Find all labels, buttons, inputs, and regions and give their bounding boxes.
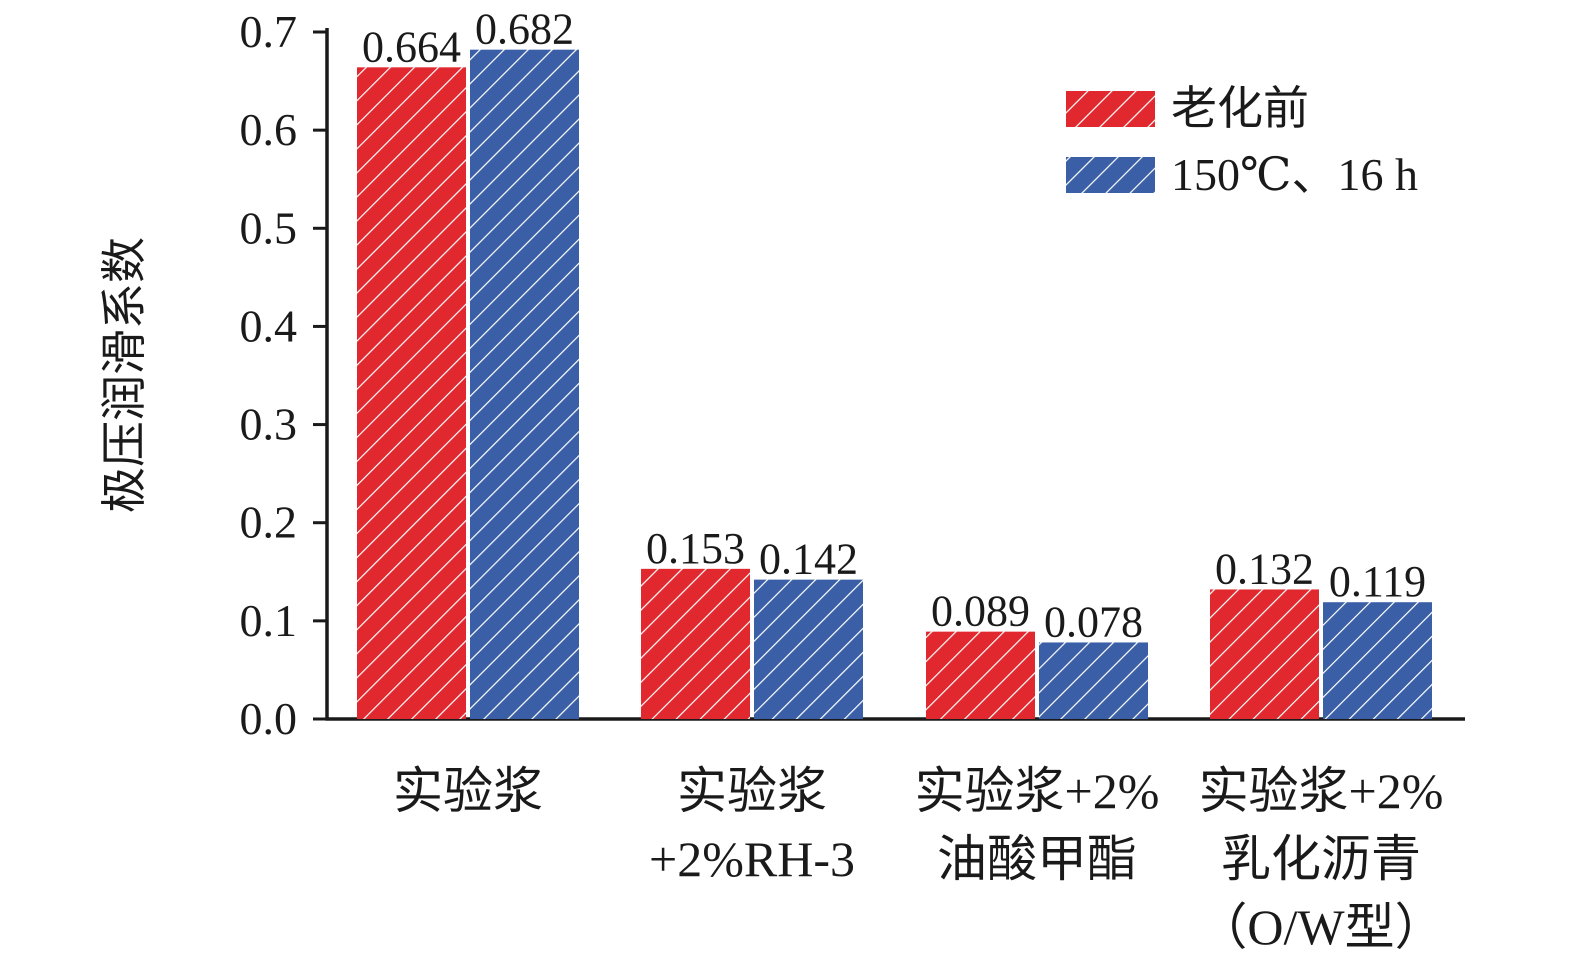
y-tick-label: 0.2 xyxy=(240,497,298,548)
bar-before-aging-0 xyxy=(357,67,466,720)
bars xyxy=(357,49,1432,720)
legend: 老化前 150℃、16 h xyxy=(1066,83,1418,200)
bar-before-aging-2 xyxy=(926,631,1035,719)
bar-after-aging-2 xyxy=(1039,642,1148,719)
category-label: 实验浆 xyxy=(677,763,827,819)
category-label: 实验浆 xyxy=(393,763,543,819)
axes: 0.0 0.1 0.2 0.3 0.4 0.5 0.6 0.7 极压润滑系数 xyxy=(99,6,1465,744)
data-label: 0.119 xyxy=(1329,557,1426,606)
category-label: 实验浆+2% xyxy=(915,763,1160,819)
category-label: 油酸甲酯 xyxy=(937,831,1137,887)
legend-label: 老化前 xyxy=(1171,83,1309,134)
data-label: 0.078 xyxy=(1044,597,1143,646)
bar-after-aging-0 xyxy=(470,49,579,720)
y-tick-label: 0.4 xyxy=(240,300,298,351)
y-tick-label: 0.0 xyxy=(240,693,298,744)
data-label: 0.682 xyxy=(475,5,574,54)
data-label: 0.664 xyxy=(362,22,461,71)
category-label: 实验浆+2% xyxy=(1199,763,1444,819)
legend-swatch xyxy=(1066,91,1155,127)
y-tick-label: 0.5 xyxy=(240,202,298,253)
y-axis-label: 极压润滑系数 xyxy=(99,237,150,513)
y-tick-label: 0.6 xyxy=(240,104,298,155)
category-label: （O/W型） xyxy=(1197,899,1444,955)
bar-before-aging-1 xyxy=(641,568,750,719)
legend-label: 150℃、16 h xyxy=(1171,149,1418,200)
data-label: 0.142 xyxy=(759,535,858,584)
category-label: 乳化沥青 xyxy=(1221,831,1421,887)
y-tick-label: 0.7 xyxy=(240,6,298,57)
category-label: +2%RH-3 xyxy=(649,831,855,887)
data-label: 0.089 xyxy=(931,587,1030,636)
data-label: 0.132 xyxy=(1215,544,1314,593)
y-tick-label: 0.1 xyxy=(240,595,298,646)
legend-swatch xyxy=(1066,157,1155,193)
bar-before-aging-3 xyxy=(1210,589,1319,719)
bar-after-aging-1 xyxy=(754,579,863,719)
labels: 0.664 0.153 0.089 0.132 0.682 0.142 0.078 0.119… xyxy=(362,5,1445,955)
y-tick-label: 0.3 xyxy=(240,399,298,450)
bar-after-aging-3 xyxy=(1323,602,1432,719)
data-label: 0.153 xyxy=(646,524,745,573)
